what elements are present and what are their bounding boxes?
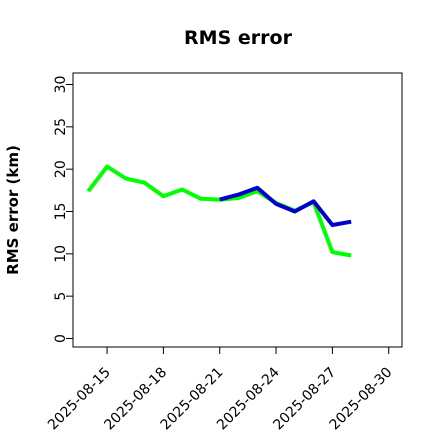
y-tick-label: 30 [53,76,69,94]
y-tick-label: 5 [53,292,69,301]
series-1-line [88,167,351,256]
y-axis-label: RMS error (km) [4,145,22,275]
y-tick-label: 15 [53,203,69,221]
chart-title: RMS error [184,27,293,49]
y-tick-label: 10 [53,245,69,263]
y-tick-label: 20 [53,160,69,178]
y-tick-label: 25 [53,118,69,136]
plot-frame [73,73,402,347]
series-2-line [220,188,352,225]
y-tick-label: 0 [53,334,69,343]
plot-area: 0510152025302025-08-152025-08-182025-08-… [45,73,402,433]
